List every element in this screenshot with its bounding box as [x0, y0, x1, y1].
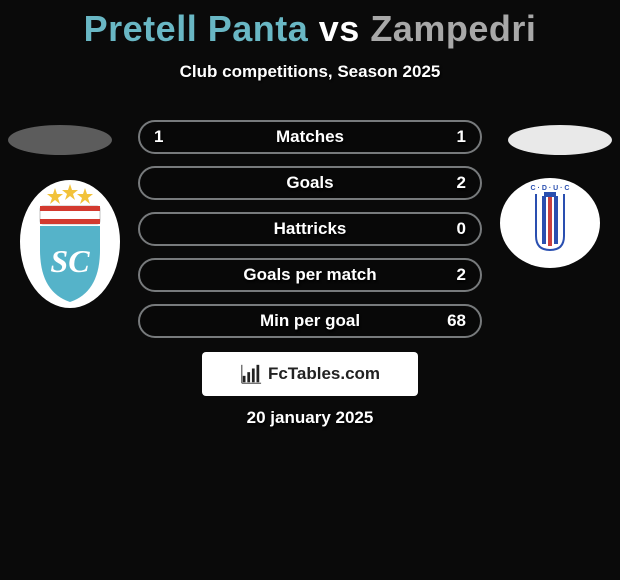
comparison-infographic: Pretell Panta vs Zampedri Club competiti… — [0, 0, 620, 580]
subtitle: Club competitions, Season 2025 — [0, 62, 620, 82]
bar-chart-icon — [240, 363, 262, 385]
svg-text:C · D · U · C: C · D · U · C — [531, 185, 570, 192]
player1-head-ellipse — [8, 125, 112, 155]
stat-value-right: 2 — [457, 168, 466, 198]
stat-row: 1Matches1 — [138, 120, 482, 154]
page-title: Pretell Panta vs Zampedri — [0, 8, 620, 50]
sporting-cristal-icon: SC — [20, 180, 120, 308]
player2-club-crest: C · D · U · C — [500, 178, 600, 268]
stat-value-right: 68 — [447, 306, 466, 336]
stat-row: Goals per match2 — [138, 258, 482, 292]
date-label: 20 january 2025 — [0, 408, 620, 428]
svg-text:SC: SC — [50, 243, 90, 279]
stat-label: Hattricks — [140, 214, 480, 244]
universidad-catolica-icon: C · D · U · C — [500, 178, 600, 268]
stat-row: Goals2 — [138, 166, 482, 200]
stat-value-right: 0 — [457, 214, 466, 244]
title-player2: Zampedri — [370, 8, 536, 49]
stat-label: Min per goal — [140, 306, 480, 336]
stat-label: Goals — [140, 168, 480, 198]
player1-club-crest: SC — [20, 180, 120, 308]
title-vs: vs — [319, 8, 360, 49]
title-player1: Pretell Panta — [84, 8, 309, 49]
stat-label: Goals per match — [140, 260, 480, 290]
stat-label: Matches — [140, 122, 480, 152]
stat-value-right: 1 — [457, 122, 466, 152]
stat-row: Min per goal68 — [138, 304, 482, 338]
stat-value-right: 2 — [457, 260, 466, 290]
brand-badge: FcTables.com — [202, 352, 418, 396]
player2-head-ellipse — [508, 125, 612, 155]
brand-text: FcTables.com — [268, 364, 380, 384]
stats-column: 1Matches1Goals2Hattricks0Goals per match… — [138, 120, 482, 350]
stat-row: Hattricks0 — [138, 212, 482, 246]
